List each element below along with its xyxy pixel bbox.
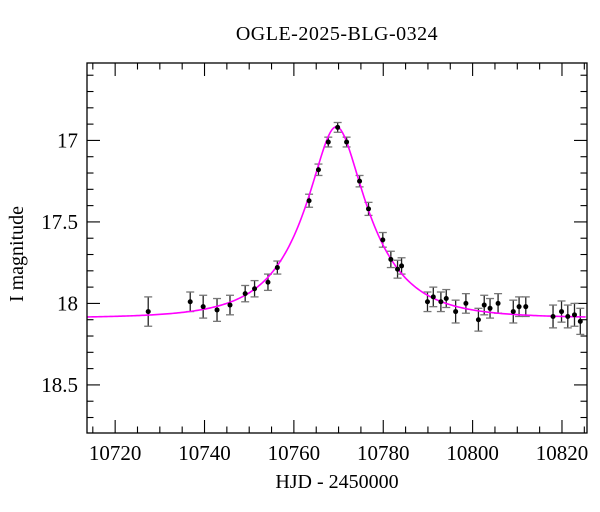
data-point [453,309,459,315]
y-tick-label: 17 [57,128,78,152]
data-point [523,304,529,310]
y-axis-title: I magnitude [6,205,28,303]
data-point [395,266,401,272]
data-point [200,304,206,310]
data-point [577,318,583,324]
data-point [265,279,271,285]
chart-title: OGLE-2025-BLG-0324 [235,23,439,45]
data-point [550,313,556,319]
data-point [187,299,193,305]
data-point [306,198,312,204]
data-point [443,296,449,302]
data-point [344,139,350,145]
model-curve [86,126,586,318]
data-point [242,291,248,297]
data-point [495,300,501,306]
data-point [571,312,577,318]
x-tick-label: 10740 [178,441,231,465]
y-tick-label: 18 [57,291,78,315]
data-point [559,309,565,315]
data-point [357,178,363,184]
data-point [424,299,430,305]
plot-frame [86,62,588,434]
data-point [516,304,522,310]
x-tick-label: 10820 [536,441,589,465]
data-point [252,286,258,292]
x-tick-label: 10720 [89,441,142,465]
data-point [366,206,372,212]
y-tick-label: 17.5 [41,210,78,234]
data-point [481,302,487,308]
data-point [380,237,386,243]
data-point [399,263,405,269]
data-point [510,309,516,315]
x-tick-label: 10780 [357,441,410,465]
data-point [430,294,436,300]
data-point [565,313,571,319]
y-tick-label: 18.5 [41,373,78,397]
data-point [388,256,394,262]
data-point [438,299,444,305]
data-point [274,265,280,271]
data-point [227,302,233,308]
x-tick-label: 10800 [446,441,499,465]
data-point [214,307,220,313]
x-tick-label: 10760 [268,441,321,465]
x-axis-title: HJD - 2450000 [275,471,399,493]
data-point [463,300,469,306]
data-point [487,305,493,311]
data-point [335,124,341,130]
data-point [315,167,321,173]
data-point [475,317,481,323]
data-point [325,139,331,145]
data-point [145,309,151,315]
